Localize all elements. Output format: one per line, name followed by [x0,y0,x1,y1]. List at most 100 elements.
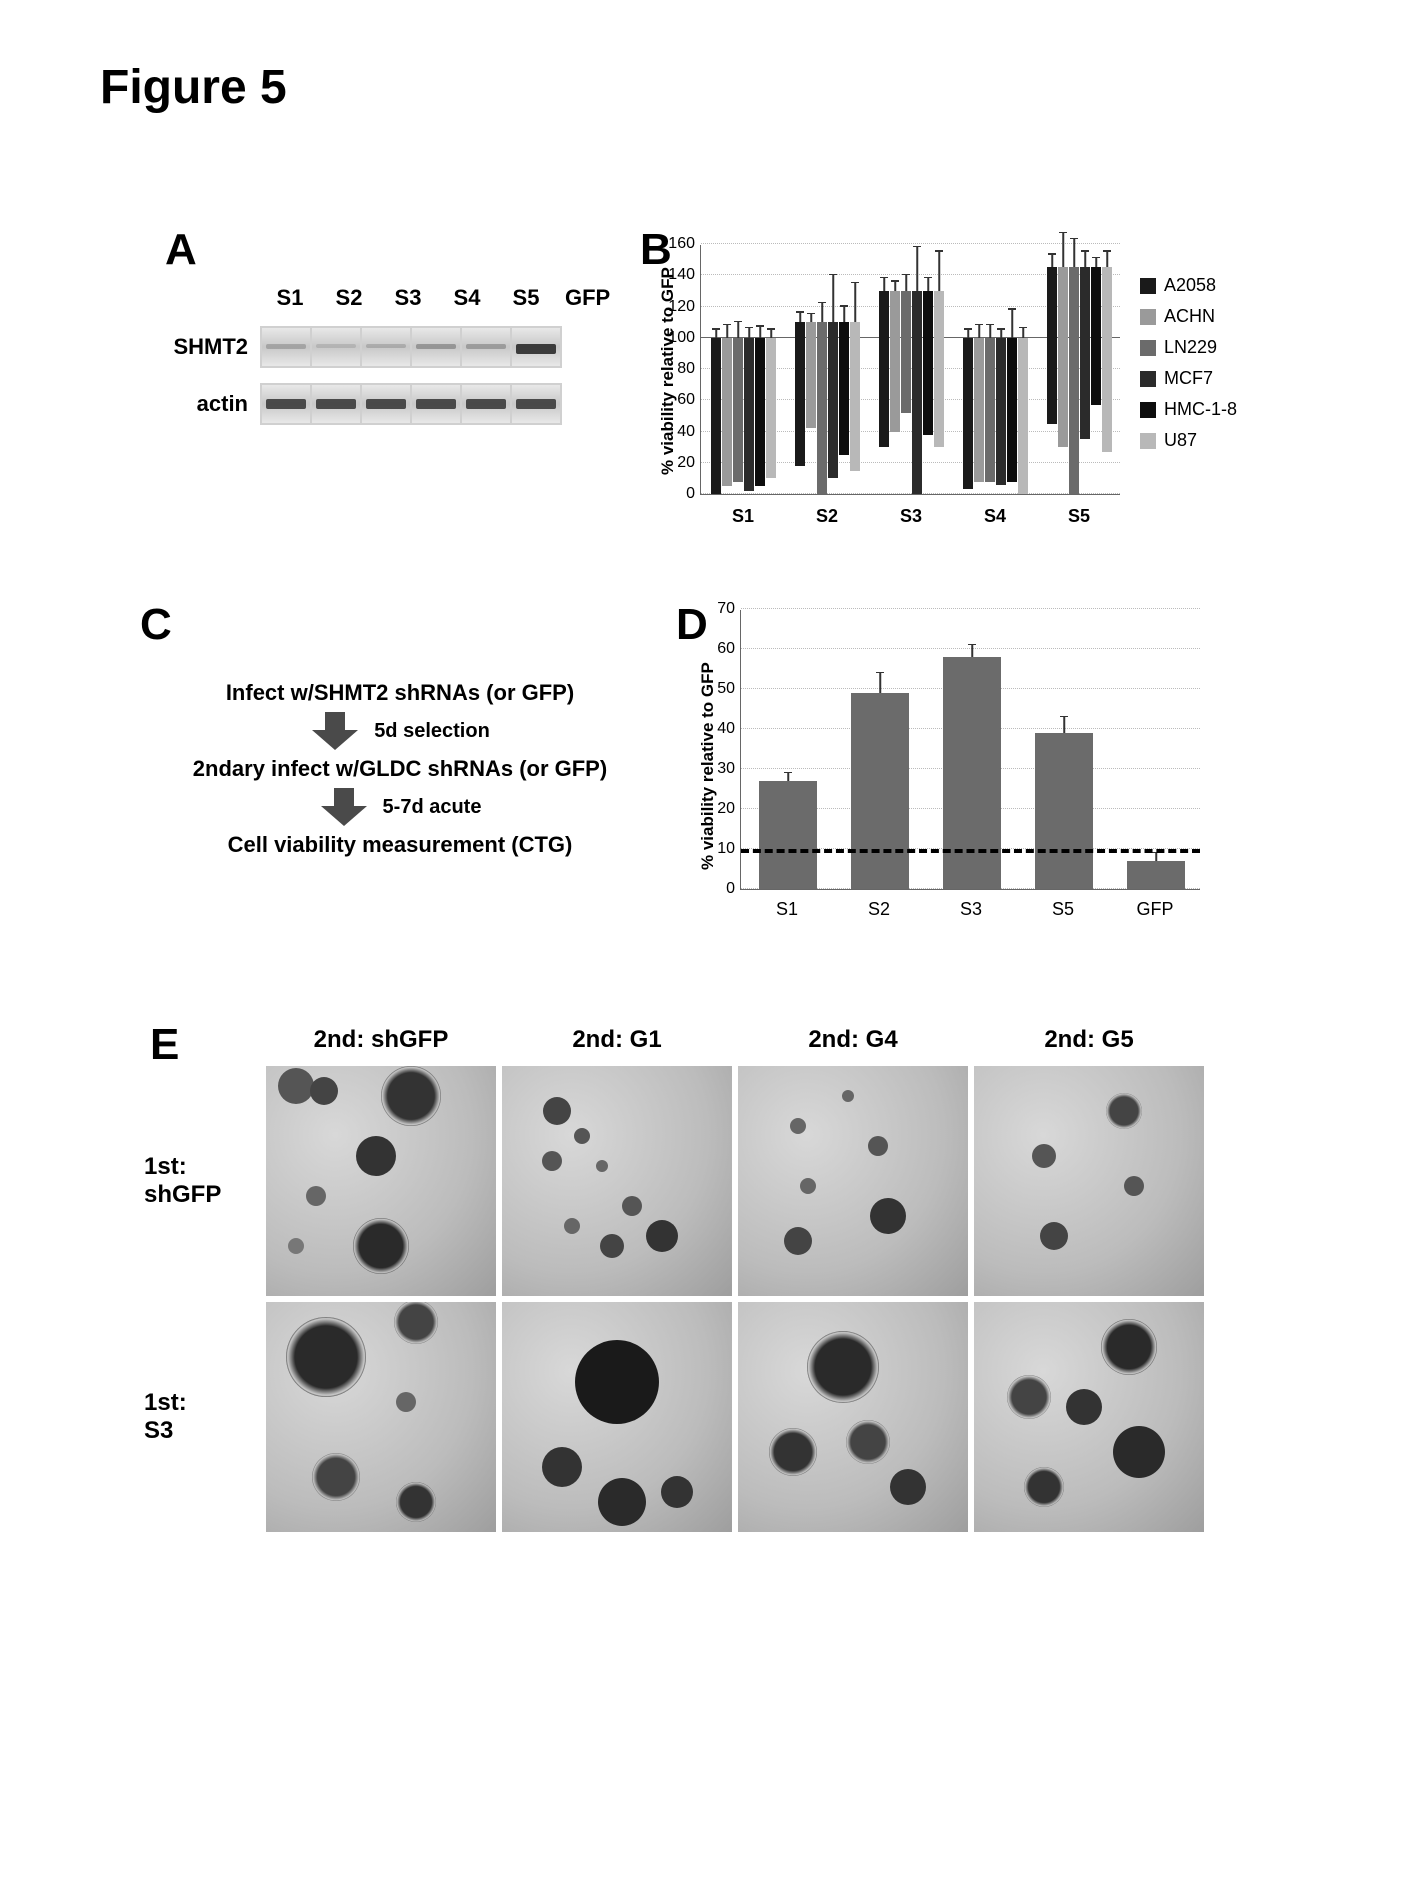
ytick: 140 [668,266,701,284]
colony [622,1196,642,1216]
band [516,399,556,409]
errorcap [767,328,775,330]
colony [396,1392,416,1412]
errorcap [935,250,943,252]
colony [353,1218,409,1274]
bar [755,338,765,486]
colony [1007,1375,1051,1419]
errorcap [851,282,859,284]
blot-row: actin [165,383,635,425]
errorbar [938,252,940,291]
errorcap [1103,250,1111,252]
bar [722,338,732,486]
ytick: 50 [717,680,741,698]
legend-item: HMC-1-8 [1140,399,1237,420]
band [266,344,306,349]
bar [879,291,889,447]
band [366,399,406,409]
legend-label: LN229 [1164,337,1217,358]
colony [543,1097,571,1125]
xtick: GFP [1136,899,1173,920]
colony [646,1220,678,1252]
bar [795,322,805,466]
colony [306,1186,326,1206]
lane [262,385,310,423]
colony [600,1234,624,1258]
blot-lanes [260,383,562,425]
bar [1058,267,1068,447]
bar [923,291,933,435]
errorcap [1060,716,1068,718]
row-header: 1st: shGFP [140,1066,260,1296]
flow-step-2: 2ndary infect w/GLDC shRNAs (or GFP) [140,756,660,782]
bar [1069,267,1079,494]
ytick: 0 [686,485,701,503]
colony [598,1478,646,1526]
lane [312,385,360,423]
micrograph [502,1066,732,1296]
flow-arrow-1: 5d selection [140,712,660,750]
errorbar [843,307,845,323]
xtick: S2 [816,506,838,527]
errorbar [854,283,856,322]
bar [766,338,776,479]
legend-swatch [1140,309,1156,325]
errorbar [989,325,991,338]
panel-b-chart: 020406080100120140160S1S2S3S4S5 [700,245,1120,495]
errorbar [821,303,823,322]
blot-row-label: actin [165,391,260,417]
xtick: S2 [868,899,890,920]
micrograph [738,1066,968,1296]
colony [790,1118,806,1134]
bar [759,781,817,889]
colony [286,1317,366,1397]
panel-b: % viability relative to GFP 020406080100… [640,235,1320,555]
bar [985,338,995,482]
colony [394,1302,438,1344]
lane [412,385,460,423]
lane-label: S1 [270,285,310,311]
panel-d: % viability relative to GFP 010203040506… [680,600,1240,940]
bar-group [963,338,1028,494]
panel-c: Infect w/SHMT2 shRNAs (or GFP) 5d select… [140,620,660,864]
lane [512,328,560,366]
errorcap [986,324,994,326]
band [316,344,356,348]
lane [262,328,310,366]
colony [381,1066,441,1126]
panel-d-ylabel: % viability relative to GFP [698,662,718,870]
micrograph [266,1302,496,1532]
legend-item: ACHN [1140,306,1237,327]
errorbar [715,330,717,338]
errorbar [927,278,929,291]
colony [542,1151,562,1171]
legend-label: MCF7 [1164,368,1213,389]
errorbar [1156,853,1158,861]
colony [1106,1093,1142,1129]
colony [542,1447,582,1487]
errorcap [818,302,826,304]
lane [312,328,360,366]
bar [1018,338,1028,494]
flow-note-2: 5-7d acute [383,796,482,819]
bar [1080,267,1090,439]
errorbar [1022,328,1024,337]
micrograph [266,1066,496,1296]
xtick: S5 [1068,506,1090,527]
bar [711,338,721,494]
lane [412,328,460,366]
errorcap [913,246,921,248]
ytick: 160 [668,235,701,253]
micrograph [502,1302,732,1532]
bar [943,657,1001,889]
ytick: 40 [677,423,701,441]
flow-arrow-2: 5-7d acute [140,788,660,826]
ytick: 20 [677,454,701,472]
bar [1102,267,1112,451]
colony [807,1331,879,1403]
legend-label: ACHN [1164,306,1215,327]
colony [278,1068,314,1104]
colony [846,1420,890,1464]
ytick: 80 [677,360,701,378]
bar [890,291,900,432]
